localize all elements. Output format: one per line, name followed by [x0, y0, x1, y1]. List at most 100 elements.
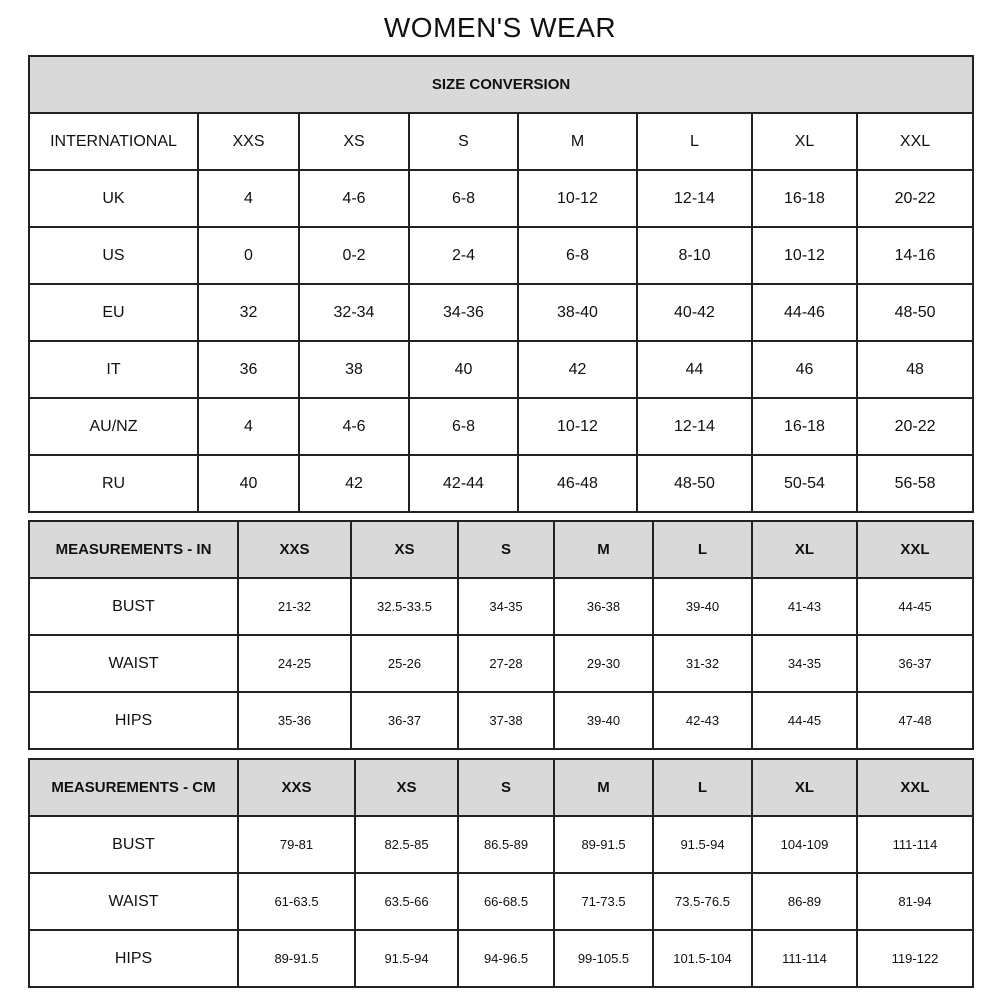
table-cell: 82.5-85 — [354, 815, 459, 874]
table-cell: 48-50 — [855, 283, 975, 342]
column-header: XXS — [237, 520, 352, 579]
column-header: XS — [350, 520, 459, 579]
column-header: L — [652, 758, 753, 817]
table-row: EU 32 32-34 34-36 38-40 40-42 44-46 48-50 — [28, 283, 975, 342]
table-cell: 39-40 — [652, 577, 753, 636]
table-cell: 91.5-94 — [652, 815, 753, 874]
table-cell: 61-63.5 — [237, 872, 356, 931]
table-cell: 94-96.5 — [457, 929, 555, 988]
table-row: WAIST 24-25 25-26 27-28 29-30 31-32 34-35 36-37 — [28, 634, 974, 693]
row-label: US — [28, 226, 199, 285]
table-cell: 31-32 — [652, 634, 753, 693]
table-cell: 35-36 — [237, 691, 352, 750]
table-cell: 44-46 — [751, 283, 858, 342]
table-cell: 21-32 — [237, 577, 352, 636]
table-cell: 14-16 — [855, 226, 975, 285]
column-header: L — [652, 520, 753, 579]
table-cell: 44-45 — [856, 577, 974, 636]
table-cell: 24-25 — [237, 634, 352, 693]
table-row: RU 40 42 42-44 46-48 48-50 50-54 56-58 — [28, 454, 975, 513]
table-cell: 44 — [636, 340, 753, 399]
table-cell: 119-122 — [856, 929, 974, 988]
table-cell: 42 — [298, 454, 410, 513]
table-cell: 36-37 — [350, 691, 459, 750]
table-cell: 50-54 — [751, 454, 858, 513]
table-cell: 6-8 — [408, 397, 519, 456]
table-cell: 8-10 — [636, 226, 753, 285]
column-header: XL — [751, 520, 858, 579]
column-header: XXS — [197, 112, 300, 171]
table-cell: 86.5-89 — [457, 815, 555, 874]
table-cell: 2-4 — [408, 226, 519, 285]
row-header-label: MEASUREMENTS - IN — [28, 520, 239, 579]
table-cell: 44-45 — [751, 691, 858, 750]
table-cell: 20-22 — [855, 397, 975, 456]
column-header: XXL — [856, 758, 974, 817]
header-row: INTERNATIONAL XXS XS S M L XL XXL — [28, 112, 975, 171]
table-cell: 12-14 — [636, 397, 753, 456]
table-cell: 86-89 — [751, 872, 858, 931]
table-cell: 79-81 — [237, 815, 356, 874]
table-row: UK 4 4-6 6-8 10-12 12-14 16-18 20-22 — [28, 169, 975, 228]
table-row: AU/NZ 4 4-6 6-8 10-12 12-14 16-18 20-22 — [28, 397, 975, 456]
table-cell: 36-38 — [553, 577, 654, 636]
row-label: BUST — [28, 577, 239, 636]
table-cell: 16-18 — [751, 169, 858, 228]
table-row: WAIST 61-63.5 63.5-66 66-68.5 71-73.5 73.5-76… — [28, 872, 974, 931]
column-header: L — [636, 112, 753, 171]
row-label: AU/NZ — [28, 397, 199, 456]
table-row: BUST 21-32 32.5-33.5 34-35 36-38 39-40 41-43 44… — [28, 577, 974, 636]
row-label: IT — [28, 340, 199, 399]
table-cell: 0 — [197, 226, 300, 285]
row-label: HIPS — [28, 929, 239, 988]
table-cell: 39-40 — [553, 691, 654, 750]
row-label: WAIST — [28, 634, 239, 693]
table-cell: 36 — [197, 340, 300, 399]
table-cell: 10-12 — [517, 169, 638, 228]
table-cell: 46 — [751, 340, 858, 399]
size-conversion-table: SIZE CONVERSION INTERNATIONAL XXS XS S M L XL X… — [27, 55, 975, 513]
table-cell: 104-109 — [751, 815, 858, 874]
table-cell: 4-6 — [298, 169, 410, 228]
table-cell: 41-43 — [751, 577, 858, 636]
table-cell: 34-36 — [408, 283, 519, 342]
table-cell: 42-44 — [408, 454, 519, 513]
table-cell: 99-105.5 — [553, 929, 654, 988]
table-cell: 111-114 — [751, 929, 858, 988]
table-cell: 29-30 — [553, 634, 654, 693]
table-cell: 47-48 — [856, 691, 974, 750]
column-header: XS — [298, 112, 410, 171]
table-cell: 25-26 — [350, 634, 459, 693]
table-cell: 4 — [197, 397, 300, 456]
table-cell: 46-48 — [517, 454, 638, 513]
table-row: HIPS 35-36 36-37 37-38 39-40 42-43 44-45 47-48 — [28, 691, 974, 750]
header-row: MEASUREMENTS - CM XXS XS S M L XL XXL — [28, 758, 974, 817]
table-cell: 16-18 — [751, 397, 858, 456]
table-cell: 12-14 — [636, 169, 753, 228]
table-cell: 66-68.5 — [457, 872, 555, 931]
table-cell: 37-38 — [457, 691, 555, 750]
table-cell: 32-34 — [298, 283, 410, 342]
table-cell: 20-22 — [855, 169, 975, 228]
table-row: IT 36 38 40 42 44 46 48 — [28, 340, 975, 399]
row-label: WAIST — [28, 872, 239, 931]
measurements-in-table: MEASUREMENTS - IN XXS XS S M L XL XXL BUST 21-32 3… — [28, 520, 974, 750]
table-cell: 10-12 — [517, 397, 638, 456]
table-cell: 34-35 — [751, 634, 858, 693]
header-row: MEASUREMENTS - IN XXS XS S M L XL XXL — [28, 520, 974, 579]
table-row: BUST 79-81 82.5-85 86.5-89 89-91.5 91.5-94 104… — [28, 815, 974, 874]
row-label: UK — [28, 169, 199, 228]
table-cell: 48 — [855, 340, 975, 399]
table-cell: 27-28 — [457, 634, 555, 693]
table-row: US 0 0-2 2-4 6-8 8-10 10-12 14-16 — [28, 226, 975, 285]
table-cell: 32.5-33.5 — [350, 577, 459, 636]
table-title: SIZE CONVERSION — [27, 55, 975, 114]
column-header: M — [553, 758, 654, 817]
table-cell: 6-8 — [408, 169, 519, 228]
row-header-label: INTERNATIONAL — [28, 112, 199, 171]
table-cell: 38-40 — [517, 283, 638, 342]
table-cell: 42 — [517, 340, 638, 399]
column-header: XL — [751, 758, 858, 817]
table-cell: 36-37 — [856, 634, 974, 693]
table-cell: 89-91.5 — [237, 929, 356, 988]
